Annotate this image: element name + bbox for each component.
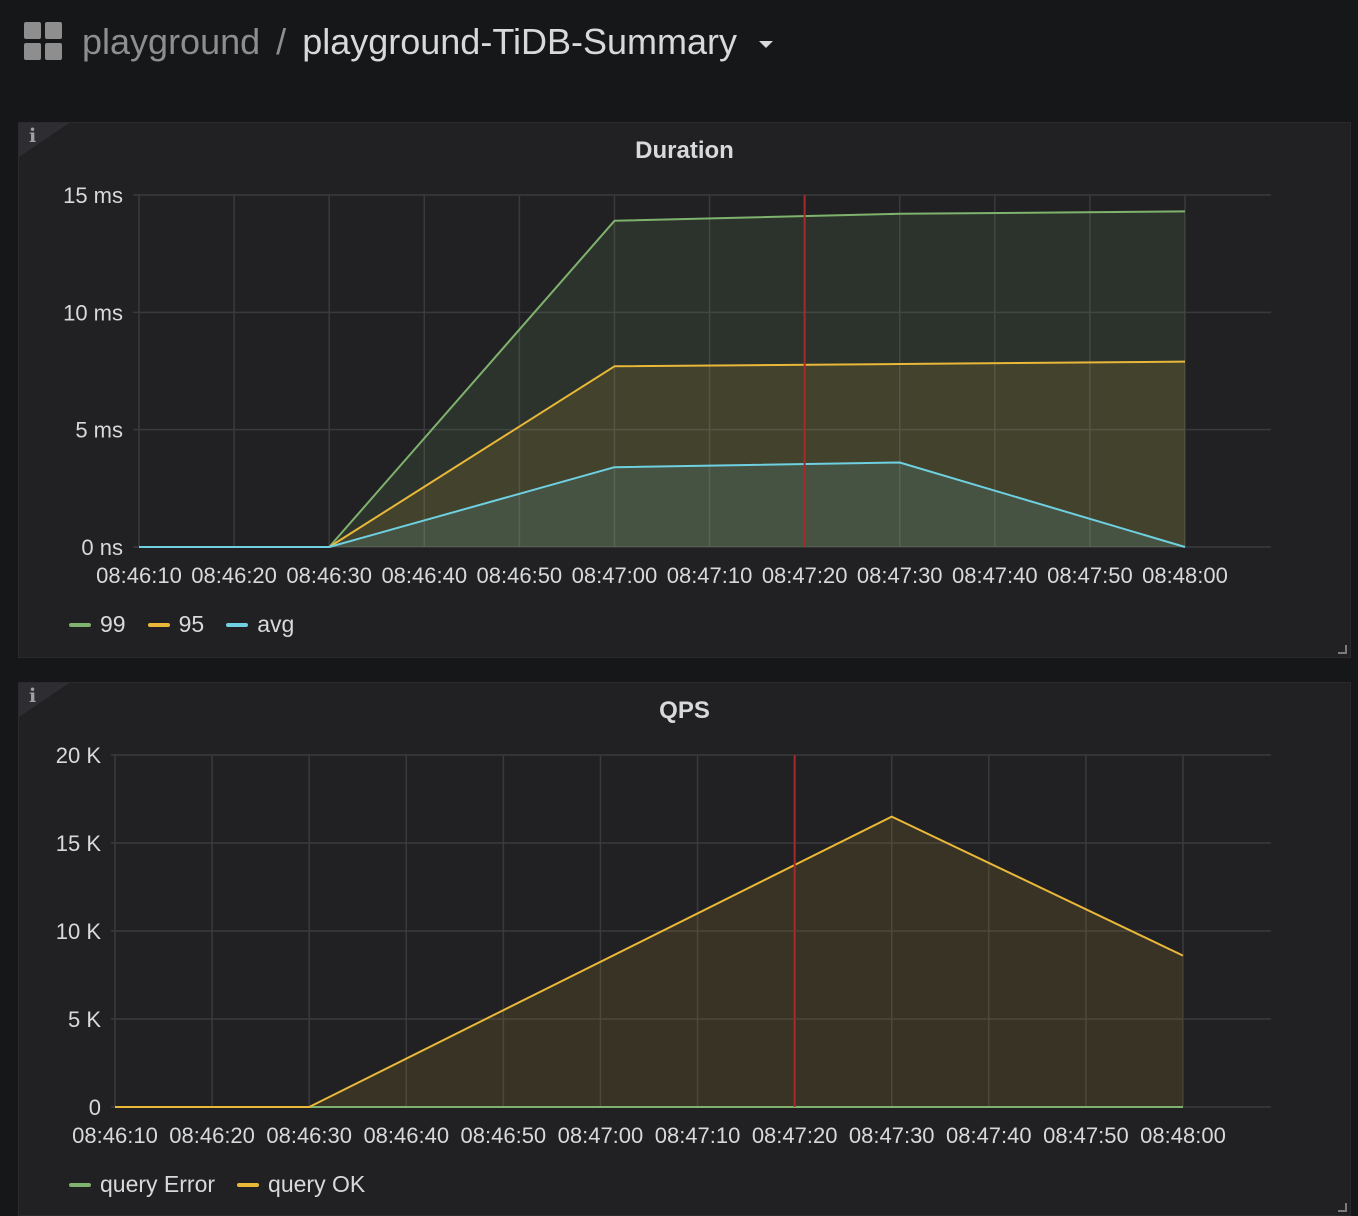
x-tick-label: 08:46:30 — [286, 563, 372, 588]
series-fills — [139, 211, 1185, 547]
panel-title[interactable]: QPS — [659, 697, 710, 724]
series-area-avg — [139, 462, 1185, 547]
duration-panel: i Duration 0 ns 5 ms 10 ms 15 ms 08:46:10 08:… — [18, 122, 1351, 658]
y-tick-label: 15 K — [56, 831, 102, 856]
info-icon[interactable]: i — [29, 125, 37, 147]
qps-panel: i QPS 0 5 K 10 K 15 K 20 K 08:46:10 08:46:20 08… — [18, 682, 1351, 1216]
x-tick-label: 08:46:10 — [96, 563, 182, 588]
series-area-query-ok — [115, 816, 1183, 1107]
y-tick-label: 15 ms — [63, 183, 123, 208]
dashboard-title[interactable]: playground-TiDB-Summary — [302, 21, 737, 62]
x-tick-label: 08:47:30 — [849, 1123, 935, 1148]
x-tick-label: 08:47:00 — [558, 1123, 644, 1148]
legend-swatch — [226, 622, 249, 627]
x-tick-label: 08:46:40 — [381, 563, 467, 588]
legend-item[interactable]: 99 — [69, 611, 126, 638]
series-lines — [115, 815, 1184, 1108]
x-tick-label: 08:46:50 — [477, 563, 563, 588]
x-tick-label: 08:48:00 — [1140, 1123, 1226, 1148]
y-tick-label: 20 K — [56, 743, 102, 768]
x-tick-label: 08:47:30 — [857, 563, 943, 588]
y-tick-label: 5 ms — [75, 418, 123, 443]
breadcrumb: playground / playground-TiDB-Summary — [82, 20, 773, 64]
x-tick-label: 08:47:20 — [752, 1123, 838, 1148]
y-tick-label: 0 — [89, 1095, 101, 1120]
panel-title[interactable]: Duration — [635, 137, 734, 164]
x-tick-label: 08:47:20 — [762, 563, 848, 588]
breadcrumb-folder[interactable]: playground — [82, 21, 261, 62]
legend-item[interactable]: query OK — [237, 1171, 365, 1198]
panel-info-corner — [19, 683, 69, 717]
qps-chart[interactable]: 0 5 K 10 K 15 K 20 K 08:46:10 08:46:20 08:46:30… — [19, 683, 1351, 1216]
x-tick-label: 08:46:10 — [72, 1123, 158, 1148]
series-line-avg — [139, 461, 1186, 548]
legend-label: query OK — [268, 1171, 366, 1197]
y-tick-label: 10 K — [56, 919, 102, 944]
x-tick-label: 08:47:40 — [952, 563, 1038, 588]
panel-info-corner — [19, 123, 69, 157]
chart-legend: query Error query OK — [69, 1171, 365, 1198]
duration-chart[interactable]: 0 ns 5 ms 10 ms 15 ms 08:46:10 08:46:20 08:46:… — [19, 123, 1351, 658]
chart-legend: 99 95 avg — [69, 611, 294, 638]
x-tick-label: 08:47:40 — [946, 1123, 1032, 1148]
apps-grid-icon[interactable] — [24, 22, 62, 60]
x-tick-label: 08:46:30 — [266, 1123, 352, 1148]
dashboard-navbar: playground / playground-TiDB-Summary — [0, 0, 1358, 88]
legend-item[interactable]: 95 — [147, 611, 205, 638]
legend-item[interactable]: avg — [226, 611, 294, 638]
legend-label: 99 — [100, 611, 126, 637]
legend-label: 95 — [178, 611, 205, 637]
series-line-query-ok — [115, 815, 1184, 1108]
x-tick-label: 08:48:00 — [1142, 563, 1228, 588]
breadcrumb-separator: / — [276, 21, 287, 62]
series-lines — [139, 210, 1186, 548]
legend-swatch — [147, 622, 170, 627]
legend-swatch — [237, 1182, 260, 1187]
x-tick-label: 08:47:10 — [667, 563, 753, 588]
series-fills — [115, 816, 1183, 1107]
x-tick-label: 08:47:00 — [572, 563, 658, 588]
x-tick-label: 08:47:50 — [1043, 1123, 1129, 1148]
caret-down-icon[interactable] — [759, 40, 773, 48]
y-tick-label: 10 ms — [63, 300, 123, 325]
x-tick-label: 08:47:10 — [655, 1123, 741, 1148]
x-tick-label: 08:46:50 — [461, 1123, 547, 1148]
legend-label: avg — [257, 611, 295, 637]
resize-handle-icon[interactable] — [1338, 1203, 1347, 1212]
x-tick-label: 08:46:20 — [191, 563, 277, 588]
y-tick-label: 0 ns — [81, 535, 123, 560]
series-area-95 — [139, 361, 1185, 547]
legend-swatch — [69, 622, 91, 627]
x-tick-label: 08:47:50 — [1047, 563, 1133, 588]
resize-handle-icon[interactable] — [1338, 645, 1347, 654]
x-tick-label: 08:46:40 — [363, 1123, 449, 1148]
series-area-99 — [139, 211, 1185, 547]
info-icon[interactable]: i — [29, 685, 37, 707]
y-tick-label: 5 K — [68, 1007, 101, 1032]
x-tick-label: 08:46:20 — [169, 1123, 255, 1148]
legend-label: query Error — [100, 1171, 216, 1197]
legend-item[interactable]: query Error — [69, 1171, 215, 1198]
legend-swatch — [69, 1182, 91, 1187]
